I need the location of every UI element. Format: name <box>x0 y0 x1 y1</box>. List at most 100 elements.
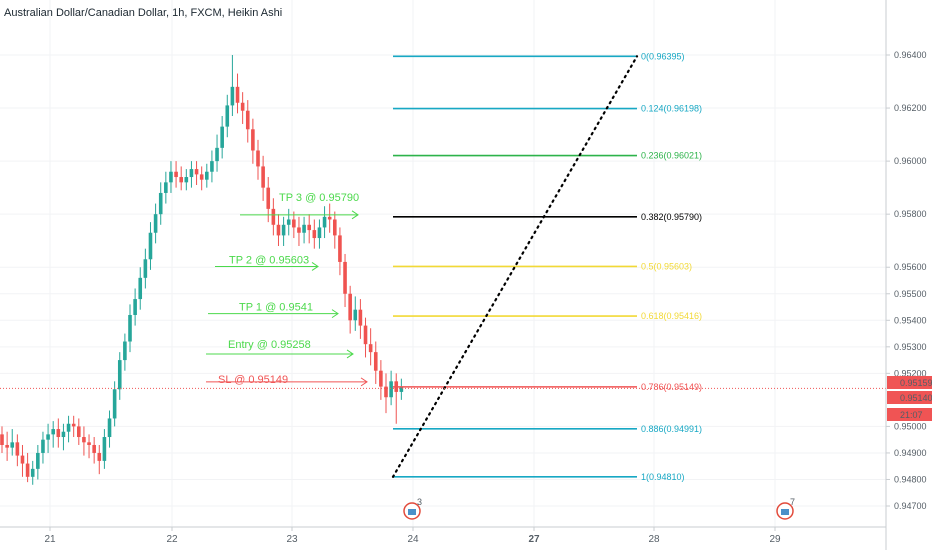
trade-annotation-label: Entry @ 0.95258 <box>228 339 311 351</box>
price-tick-label: 0.96000 <box>894 156 927 166</box>
candle-body <box>210 161 214 172</box>
candle-body <box>348 293 352 321</box>
price-tick-label: 0.94900 <box>894 448 927 458</box>
candle-body <box>230 86 235 106</box>
price-label-box <box>887 376 932 389</box>
candle-body <box>358 309 363 326</box>
price-tick-label: 0.95500 <box>894 289 927 299</box>
candle-body <box>36 452 40 469</box>
candle-body <box>194 169 199 175</box>
price-tick-label: 0.95400 <box>894 315 927 325</box>
candle-body <box>133 299 137 315</box>
price-tick-label: 0.95300 <box>894 342 927 352</box>
fib-level-label: 0.124(0.96198) <box>641 104 702 114</box>
candle-body <box>384 386 388 398</box>
price-tick-label: 0.95200 <box>894 368 927 378</box>
arrow-head <box>346 349 354 359</box>
price-axis[interactable]: 0.96400 0.96200 0.96000 0.95800 0.95600 0.955… <box>885 0 932 550</box>
candle-body <box>261 166 265 188</box>
candle-body <box>82 437 86 443</box>
event-count: 7 <box>790 497 795 507</box>
candle-body <box>225 105 230 127</box>
price-tick-label: 0.95800 <box>894 209 927 219</box>
candle-body <box>5 444 9 448</box>
candle-body <box>281 224 286 236</box>
fib-level-label: 0(0.96395) <box>641 51 685 61</box>
candle-body <box>292 219 296 228</box>
candle-body <box>30 468 35 477</box>
candle-body <box>205 171 209 180</box>
candle-body <box>51 429 55 435</box>
candle-body <box>46 434 50 440</box>
chart-grid <box>0 0 886 527</box>
price-tick-label: 0.96400 <box>894 50 927 60</box>
candle-body <box>338 235 342 262</box>
candle-body <box>368 344 373 353</box>
candle-body <box>169 171 173 183</box>
candle-body <box>286 219 291 225</box>
candle-body <box>379 370 383 387</box>
candle-body <box>322 216 327 228</box>
candle-body <box>41 439 45 453</box>
candle-body <box>112 389 117 419</box>
candle-body <box>399 386 404 392</box>
time-tick-label: 23 <box>286 534 298 545</box>
candle-body <box>215 147 219 162</box>
time-tick-label: 28 <box>648 534 660 545</box>
candle-body <box>307 224 311 231</box>
candle-body <box>87 442 91 445</box>
price-axis-background <box>886 0 932 550</box>
fibonacci-retracement[interactable]: 0(0.96395) 0.124(0.96198) 0.236(0.96021) 0.… <box>0 51 886 482</box>
candle-body <box>389 381 393 398</box>
candle-body <box>343 261 347 294</box>
candle-body <box>245 110 250 130</box>
candle-body <box>174 171 178 178</box>
arrow-head <box>311 262 319 271</box>
price-tick-label: 0.96200 <box>894 103 927 113</box>
candle-body <box>220 126 224 148</box>
candle-body <box>312 230 317 239</box>
price-tick-label: 0.94800 <box>894 474 927 484</box>
candle-body <box>15 442 20 456</box>
candle-body <box>56 429 61 438</box>
candle-body <box>164 182 168 193</box>
trade-annotation-label: SL @ 0.95149 <box>218 374 288 386</box>
candle-body <box>240 102 245 111</box>
fib-level-label: 0.886(0.94991) <box>641 424 702 434</box>
candle-body <box>189 169 194 178</box>
fib-level-label: 0.786(0.95149) <box>641 382 702 392</box>
candle-body <box>10 442 15 448</box>
candle-body <box>20 455 25 464</box>
candle-body <box>148 232 153 260</box>
candle-body <box>179 177 183 183</box>
price-label: 0.95140 <box>900 393 932 403</box>
candle-body <box>123 341 127 361</box>
fib-level-label: 1(0.94810) <box>641 472 685 482</box>
event-icon-glyph <box>781 509 789 515</box>
candle-body <box>107 418 112 438</box>
price-tick-label: 0.95600 <box>894 262 927 272</box>
candle-body <box>158 192 163 215</box>
candle-body <box>92 444 96 453</box>
time-tick-label: 29 <box>769 534 781 545</box>
chart-title: Australian Dollar/Canadian Dollar, 1h, F… <box>4 7 282 19</box>
candle-body <box>102 437 107 461</box>
event-icon-glyph <box>408 509 416 515</box>
price-tick-label: 0.94700 <box>894 501 927 511</box>
arrow-head <box>331 309 339 319</box>
candle-body <box>333 219 337 236</box>
candle-body <box>256 150 260 167</box>
price-label: 21:07 <box>900 410 923 420</box>
trade-annotation-label: TP 1 @ 0.9541 <box>239 302 313 314</box>
candle-body <box>128 314 132 342</box>
trade-annotations[interactable]: TP 3 @ 0.95790 TP 2 @ 0.95603 TP 1 @ 0.954… <box>206 192 368 387</box>
time-axis[interactable]: 21 22 23 24 27 28 29 <box>0 526 886 545</box>
candle-body <box>184 177 189 183</box>
time-tick-label: 27 <box>528 534 540 545</box>
candle-body <box>271 208 276 225</box>
candle-body <box>66 423 71 432</box>
trade-annotation-label: TP 3 @ 0.95790 <box>279 192 359 204</box>
candle-body <box>153 214 158 233</box>
